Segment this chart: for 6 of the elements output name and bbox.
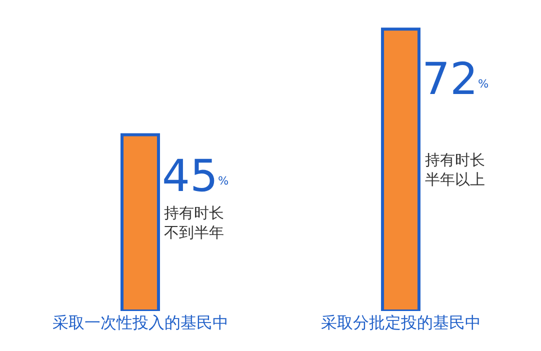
- x-tick-label: 采取分批定投的基民中: [320, 313, 481, 332]
- data-label: 45$^{%}$: [162, 151, 229, 202]
- annotation: 持有时长不到半年: [164, 204, 224, 242]
- annotation: 持有时长半年以上: [425, 151, 485, 188]
- data-label: 72$^{%}$: [422, 54, 489, 105]
- x-tick-label: 采取一次性投入的基民中: [52, 313, 228, 332]
